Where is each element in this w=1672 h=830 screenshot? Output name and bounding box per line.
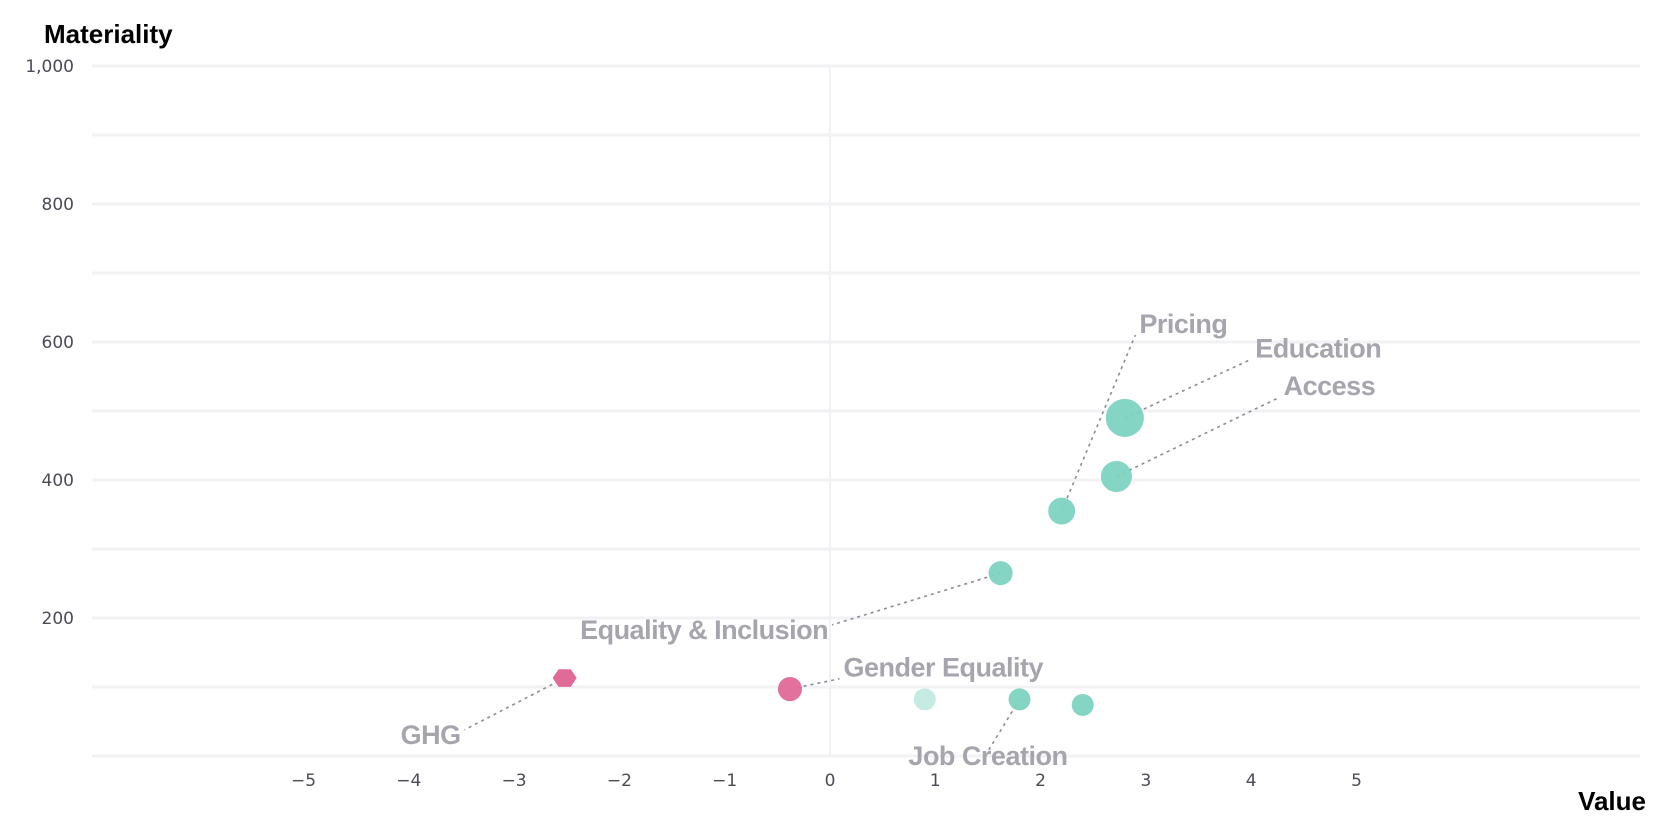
point-label: Pricing <box>1139 309 1227 339</box>
x-tick-label: −3 <box>502 771 527 791</box>
x-axis-title: Value <box>1578 786 1646 816</box>
x-tick-label: −5 <box>291 771 316 791</box>
label-layer: Education Access Pricing Equality & Inclusi… <box>401 309 1382 771</box>
leader-line <box>987 699 1021 752</box>
x-tick-label: −2 <box>607 771 632 791</box>
data-point <box>988 561 1013 586</box>
leader-line <box>1124 358 1252 419</box>
point-label: Equality & Inclusion <box>580 615 828 645</box>
data-point <box>1048 497 1076 525</box>
data-point <box>1100 460 1132 493</box>
x-tick-label: 0 <box>825 771 836 791</box>
grid-layer <box>92 64 1640 758</box>
point-layer <box>552 398 1144 716</box>
y-tick-label: 800 <box>42 195 74 215</box>
point-label: Gender Equality <box>843 653 1043 683</box>
leader-line <box>831 572 1001 626</box>
y-tick-label: 200 <box>42 609 74 629</box>
x-tick-label: −1 <box>712 771 737 791</box>
data-point <box>1105 398 1144 437</box>
data-point <box>552 669 577 687</box>
data-point <box>777 677 803 702</box>
leader-line <box>1116 396 1280 478</box>
data-point <box>1008 688 1031 711</box>
x-tick-label: 3 <box>1140 771 1151 791</box>
point-label: GHG <box>401 720 461 750</box>
y-axis-title: Materiality <box>44 19 173 49</box>
leader-layer <box>464 334 1280 752</box>
x-tick-label: 2 <box>1035 771 1046 791</box>
x-tick-label: 4 <box>1246 771 1257 791</box>
x-tick-label: 5 <box>1351 771 1362 791</box>
y-tick-label: 400 <box>42 471 74 491</box>
tick-layer: −5 −4 −3 −2 −1 0 1 2 3 4 5 200 400 600 800 1,000 <box>25 57 1362 791</box>
point-label: Job Creation <box>908 741 1067 771</box>
leader-line <box>464 677 566 731</box>
point-label: Education <box>1255 333 1381 363</box>
data-point <box>913 688 936 711</box>
y-tick-label: 600 <box>42 333 74 353</box>
point-label: Access <box>1284 371 1376 401</box>
data-point <box>1071 693 1094 716</box>
x-tick-label: 1 <box>930 771 941 791</box>
x-tick-label: −4 <box>396 771 421 791</box>
y-tick-label: 1,000 <box>25 57 74 77</box>
